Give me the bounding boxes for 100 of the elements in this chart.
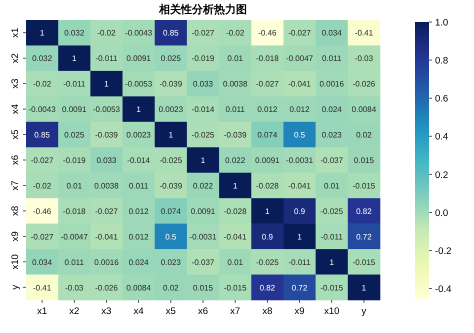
data-label: 0.85: [163, 28, 180, 38]
data-label: -0.02: [226, 28, 245, 38]
data-label: -0.015: [352, 258, 376, 267]
chart-title: 相关性分析热力图: [158, 3, 247, 16]
data-label: 0.72: [292, 283, 308, 292]
data-label: 1: [40, 28, 45, 38]
data-label: 0.033: [96, 156, 118, 165]
data-label: 0.015: [354, 156, 374, 165]
color-bar-label: 0.6: [435, 94, 448, 105]
data-label: -0.015: [352, 181, 376, 190]
data-label: 0.0023: [158, 105, 184, 114]
data-label: -0.011: [95, 54, 118, 64]
data-label: -0.015: [320, 283, 344, 292]
data-label: 1: [297, 232, 302, 242]
data-label: -0.0043: [28, 105, 56, 114]
data-label: -0.014: [192, 105, 215, 114]
data-label: 0.0016: [94, 258, 120, 267]
data-label: 1: [330, 258, 334, 267]
data-label: 0.022: [192, 181, 214, 190]
data-label: -0.011: [288, 258, 312, 267]
data-label: -0.46: [32, 206, 52, 216]
data-label: 0.034: [322, 28, 342, 38]
x-tick-label: x7: [230, 306, 240, 317]
x-tick-label: x2: [69, 306, 80, 317]
y-tick-label: x9: [10, 231, 21, 242]
x-tick-label: y: [362, 306, 367, 317]
x-tick-label: x9: [294, 306, 305, 317]
x-tick-label: x5: [166, 306, 176, 317]
data-label: 0.0091: [190, 206, 216, 216]
data-label: -0.041: [288, 181, 312, 190]
data-label: 1: [136, 105, 142, 114]
data-label: -0.46: [258, 28, 278, 38]
x-tick-label: x8: [262, 306, 272, 317]
data-label: -0.041: [288, 80, 312, 89]
data-label: -0.026: [352, 80, 376, 89]
data-label: 0.0091: [126, 54, 152, 64]
color-bar-label: -0.4: [435, 284, 452, 296]
data-label: 0.02: [163, 283, 180, 292]
data-label: -0.018: [62, 206, 86, 216]
data-label: -0.025: [256, 258, 280, 267]
data-label: -0.041: [224, 232, 248, 242]
data-label: -0.02: [97, 28, 116, 38]
data-label: -0.027: [256, 80, 280, 89]
data-label: -0.037: [320, 156, 344, 165]
data-label: 0.02: [356, 130, 372, 140]
data-label: 0.0016: [319, 80, 345, 89]
data-label: -0.011: [320, 232, 344, 242]
data-label: -0.41: [32, 283, 52, 292]
data-label: 0.024: [322, 105, 342, 114]
data-label: -0.02: [32, 80, 52, 89]
data-label: -0.02: [32, 181, 52, 190]
color-bar-label: 1.0: [435, 18, 448, 28]
data-label: -0.03: [354, 54, 374, 64]
data-label: -0.014: [127, 156, 151, 165]
data-label: 0.01: [227, 258, 244, 267]
data-label: 1: [362, 283, 367, 292]
data-label: 0.032: [64, 28, 85, 38]
data-label: -0.025: [320, 206, 344, 216]
data-label: 0.011: [64, 258, 85, 267]
data-label: -0.027: [95, 206, 118, 216]
data-label: 0.0038: [94, 181, 120, 190]
data-label: 0.85: [34, 130, 50, 140]
data-label: -0.039: [95, 130, 118, 140]
data-label: 0.023: [322, 130, 342, 140]
data-label: 0.011: [225, 105, 246, 114]
data-label: -0.027: [30, 232, 54, 242]
data-label: 0.025: [160, 54, 182, 64]
data-label: 0.012: [128, 206, 150, 216]
data-label: -0.0031: [189, 232, 218, 242]
data-label: 1: [200, 156, 206, 165]
data-label: 0.034: [32, 258, 53, 267]
data-label: -0.027: [192, 28, 215, 38]
data-label: -0.41: [354, 28, 374, 38]
y-tick-label: x5: [10, 130, 21, 140]
data-label: 0.9: [294, 206, 306, 216]
x-tick-label: x3: [101, 306, 112, 317]
color-bar-label: 0.8: [435, 56, 448, 67]
data-label: -0.03: [65, 283, 84, 292]
data-label: 0.033: [192, 80, 214, 89]
data-label: -0.027: [30, 156, 54, 165]
y-tick-label: y: [10, 284, 21, 290]
data-label: -0.025: [159, 156, 183, 165]
data-label: -0.0047: [286, 54, 314, 64]
y-tick-label: x2: [10, 53, 21, 64]
x-tick-label: x6: [198, 306, 208, 317]
data-label: 0.0091: [255, 156, 280, 165]
color-bar-label: 0.0: [435, 208, 448, 219]
data-label: -0.0053: [125, 80, 153, 89]
data-label: 0.0023: [126, 130, 152, 140]
data-label: 0.9: [262, 232, 274, 242]
color-bar-label: 0.4: [435, 132, 448, 143]
data-label: 1: [265, 206, 270, 216]
data-label: -0.019: [192, 54, 215, 64]
data-label: -0.011: [63, 80, 86, 89]
data-label: -0.039: [224, 130, 248, 140]
data-label: 0.0084: [126, 283, 152, 292]
data-label: 1: [168, 130, 174, 140]
data-label: 1: [232, 181, 238, 190]
data-label: -0.0053: [92, 105, 121, 114]
data-label: 0.074: [160, 206, 182, 216]
